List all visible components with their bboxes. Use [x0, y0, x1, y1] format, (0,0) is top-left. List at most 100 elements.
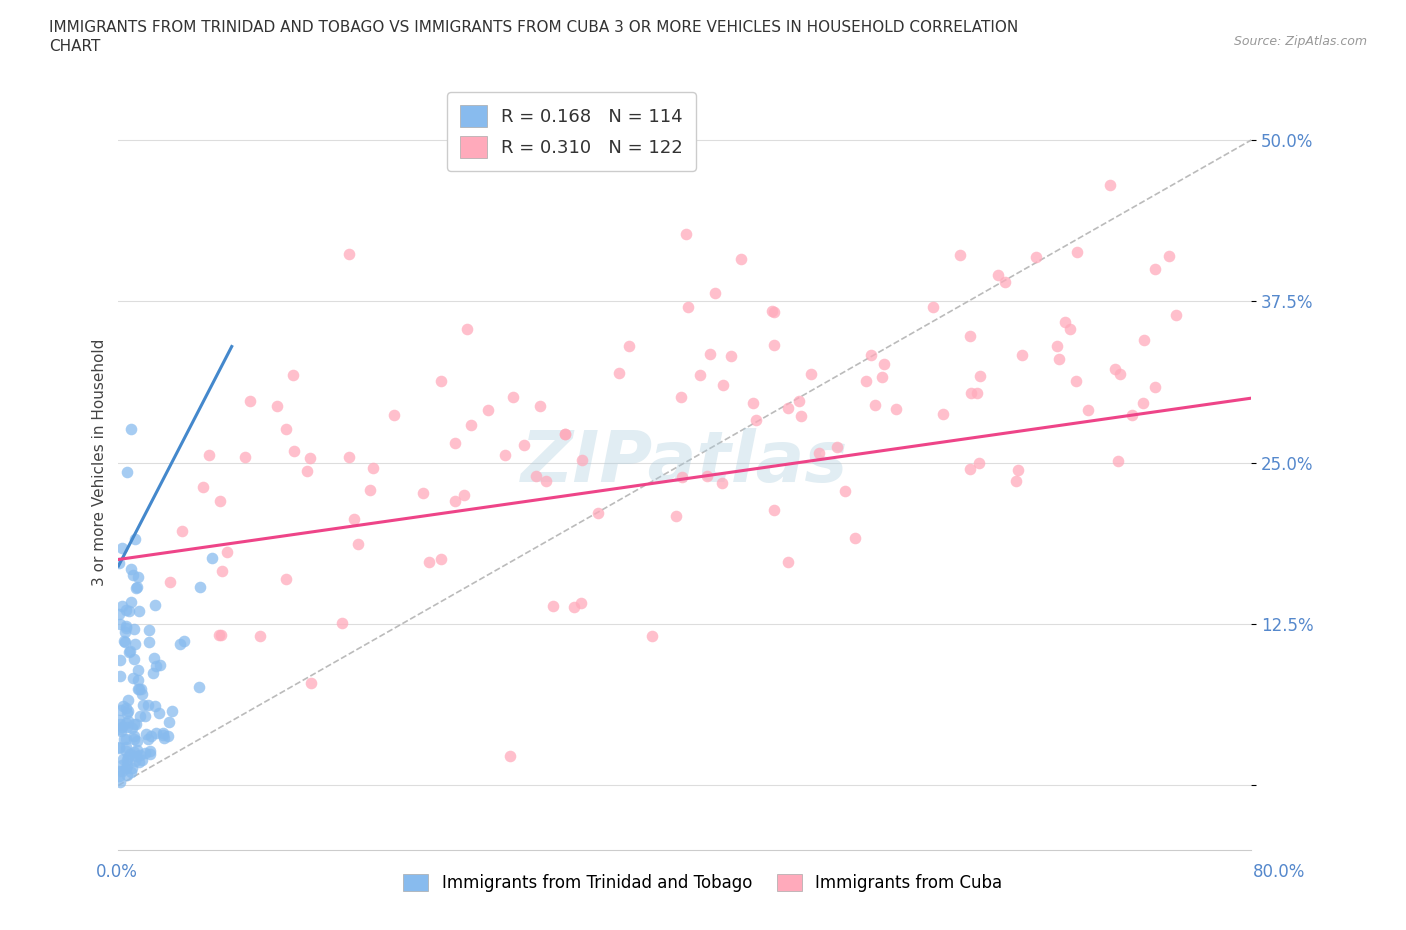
- Point: [274, 421, 297, 436]
- Point: [110, 669, 132, 684]
- Text: 80.0%: 80.0%: [1253, 863, 1305, 881]
- Point: [143, 598, 166, 613]
- Point: [115, 619, 138, 634]
- Point: [1143, 379, 1166, 394]
- Text: ZIPatlas: ZIPatlas: [522, 428, 849, 498]
- Point: [541, 599, 564, 614]
- Point: [699, 346, 721, 361]
- Point: [208, 628, 231, 643]
- Point: [187, 680, 209, 695]
- Point: [159, 575, 181, 590]
- Point: [136, 698, 159, 712]
- Point: [562, 600, 585, 615]
- Point: [730, 251, 752, 266]
- Point: [152, 728, 174, 743]
- Point: [127, 663, 149, 678]
- Point: [115, 761, 138, 776]
- Point: [966, 386, 988, 401]
- Point: [112, 732, 135, 747]
- Point: [108, 740, 131, 755]
- Text: IMMIGRANTS FROM TRINIDAD AND TOBAGO VS IMMIGRANTS FROM CUBA 3 OR MORE VEHICLES I: IMMIGRANTS FROM TRINIDAD AND TOBAGO VS I…: [49, 20, 1018, 35]
- Point: [124, 637, 146, 652]
- Point: [115, 620, 138, 635]
- Point: [1025, 250, 1047, 265]
- Point: [607, 365, 630, 380]
- Point: [1045, 339, 1067, 353]
- Point: [201, 551, 224, 565]
- Point: [131, 686, 153, 701]
- Point: [197, 447, 219, 462]
- Point: [108, 716, 131, 731]
- Point: [217, 545, 239, 560]
- Point: [108, 768, 131, 783]
- Point: [266, 398, 288, 413]
- Point: [110, 702, 132, 717]
- Legend: R = 0.168   N = 114, R = 0.310   N = 122: R = 0.168 N = 114, R = 0.310 N = 122: [447, 92, 696, 170]
- Point: [330, 616, 353, 631]
- Point: [120, 562, 142, 577]
- Point: [1047, 352, 1070, 366]
- Point: [156, 728, 179, 743]
- Point: [169, 637, 191, 652]
- Point: [110, 724, 132, 738]
- Point: [281, 367, 304, 382]
- Point: [873, 356, 896, 371]
- Point: [429, 374, 451, 389]
- Point: [139, 743, 162, 758]
- Point: [111, 540, 134, 555]
- Point: [107, 764, 129, 778]
- Point: [274, 572, 297, 587]
- Legend: Immigrants from Trinidad and Tobago, Immigrants from Cuba: Immigrants from Trinidad and Tobago, Imm…: [396, 867, 1010, 898]
- Point: [534, 473, 557, 488]
- Point: [569, 595, 592, 610]
- Point: [1132, 333, 1154, 348]
- Point: [239, 393, 262, 408]
- Point: [859, 348, 882, 363]
- Point: [124, 531, 146, 546]
- Text: CHART: CHART: [49, 39, 101, 54]
- Point: [949, 248, 972, 263]
- Point: [143, 699, 166, 714]
- Point: [863, 398, 886, 413]
- Point: [108, 606, 131, 621]
- Point: [529, 398, 551, 413]
- Point: [157, 715, 180, 730]
- Point: [193, 479, 215, 494]
- Point: [115, 739, 138, 754]
- Point: [108, 774, 131, 789]
- Point: [114, 635, 136, 650]
- Point: [110, 653, 132, 668]
- Point: [1011, 348, 1033, 363]
- Point: [790, 409, 813, 424]
- Point: [1005, 473, 1028, 488]
- Point: [1104, 361, 1126, 376]
- Point: [111, 758, 134, 773]
- Point: [128, 604, 150, 618]
- Point: [1077, 402, 1099, 417]
- Text: 0.0%: 0.0%: [96, 863, 138, 881]
- Point: [108, 713, 131, 728]
- Point: [115, 732, 138, 747]
- Point: [115, 603, 138, 618]
- Point: [1066, 245, 1088, 259]
- Point: [676, 299, 699, 314]
- Point: [149, 658, 172, 673]
- Point: [122, 728, 145, 743]
- Point: [108, 617, 131, 631]
- Point: [118, 644, 141, 659]
- Point: [114, 744, 136, 759]
- Point: [134, 709, 156, 724]
- Point: [125, 579, 148, 594]
- Point: [922, 299, 945, 314]
- Point: [129, 682, 152, 697]
- Point: [122, 732, 145, 747]
- Point: [117, 750, 139, 764]
- Point: [361, 460, 384, 475]
- Point: [959, 328, 981, 343]
- Point: [1007, 463, 1029, 478]
- Point: [127, 570, 149, 585]
- Point: [127, 682, 149, 697]
- Point: [789, 393, 811, 408]
- Point: [153, 731, 176, 746]
- Point: [959, 385, 981, 400]
